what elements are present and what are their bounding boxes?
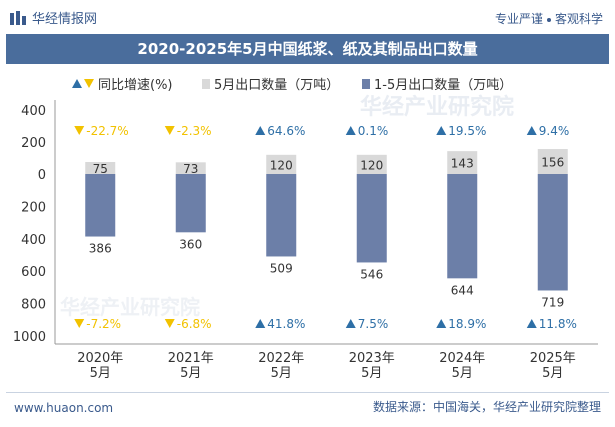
y-tick-label: 400 (21, 233, 46, 248)
x-tick-label: 2022年 (258, 351, 304, 366)
bar-may (175, 162, 206, 174)
growth-may-label: 9.4% (539, 124, 570, 138)
growth-may-down-icon (74, 126, 85, 135)
y-tick-label: 800 (21, 298, 46, 313)
brand-logo-icon (10, 10, 26, 25)
x-tick-label: 5月 (542, 366, 563, 381)
growth-ytd-down-icon (164, 319, 175, 328)
legend-label: 1-5月出口数量（万吨） (374, 78, 512, 93)
title-bar: 2020-2025年5月中国纸浆、纸及其制品出口数量 (6, 34, 609, 64)
x-tick-label: 5月 (90, 366, 111, 381)
footer-website: www.huaon.com (14, 401, 114, 415)
watermark-text: 华经产业研究院 (360, 94, 514, 120)
bar-ytd-value: 644 (451, 283, 474, 297)
x-tick-label: 2023年 (349, 351, 395, 366)
bar-may (537, 149, 568, 174)
top-bar: 华经情报网 专业严谨 客观科学 (0, 0, 615, 34)
growth-may-label: 0.1% (358, 124, 389, 138)
bar-may (85, 162, 116, 174)
legend-up-triangle-icon (72, 79, 82, 88)
bar-ytd (85, 174, 116, 237)
bar-may-value: 75 (93, 162, 108, 176)
watermark-text: 华经产业研究院 (60, 295, 200, 319)
slogan-right: 客观科学 (554, 12, 603, 26)
x-tick-label: 2025年 (530, 351, 576, 366)
legend-label: 5月出口数量（万吨） (214, 78, 339, 93)
footer-divider (6, 392, 609, 393)
bar-ytd-value: 546 (360, 267, 383, 281)
slogan-left: 专业严谨 (494, 12, 543, 26)
y-tick-label: 400 (21, 104, 46, 119)
y-tick-label: 0 (38, 168, 46, 183)
x-tick-label: 5月 (361, 366, 382, 381)
brand: 华经情报网 (10, 8, 97, 27)
bar-ytd (447, 174, 478, 279)
bar-ytd-value: 509 (270, 261, 293, 275)
bar-may-value: 120 (360, 158, 383, 172)
growth-may-label: -2.3% (177, 124, 212, 138)
bar-may (356, 154, 387, 174)
y-tick-label: 200 (21, 200, 46, 215)
growth-may-up-icon (345, 126, 356, 135)
legend-label: 同比增速(%) (98, 78, 173, 93)
x-tick-label: 5月 (180, 366, 201, 381)
slogan: 专业严谨 客观科学 (495, 10, 603, 27)
growth-may-up-icon (526, 126, 537, 135)
legend-swatch (202, 79, 210, 89)
bar-ytd-value: 386 (89, 242, 112, 256)
y-tick-label: 600 (21, 265, 46, 280)
growth-ytd-up-icon (526, 319, 537, 328)
bar-may-value: 73 (183, 162, 198, 176)
footer-source: 数据来源：中国海关，华经产业研究院整理 (372, 400, 601, 414)
chart-title: 2020-2025年5月中国纸浆、纸及其制品出口数量 (137, 40, 478, 58)
bar-ytd (356, 174, 387, 263)
x-tick-label: 2021年 (168, 351, 214, 366)
growth-may-down-icon (164, 126, 175, 135)
growth-ytd-label: 7.5% (358, 317, 389, 331)
bar-may-value: 156 (541, 156, 564, 170)
bar-ytd-value: 360 (179, 237, 202, 251)
growth-ytd-up-icon (255, 319, 266, 328)
growth-ytd-up-icon (345, 319, 356, 328)
bar-ytd (537, 174, 568, 291)
bar-may-value: 120 (270, 158, 293, 172)
bar-ytd (175, 174, 206, 233)
dot-separator (546, 17, 551, 22)
y-tick-label: 200 (21, 136, 46, 151)
growth-ytd-up-icon (436, 319, 447, 328)
growth-ytd-label: 11.8% (539, 317, 577, 331)
growth-ytd-label: -7.2% (86, 317, 121, 331)
x-tick-label: 2024年 (439, 351, 485, 366)
growth-ytd-label: 18.9% (448, 317, 486, 331)
growth-ytd-down-icon (74, 319, 85, 328)
growth-ytd-label: 41.8% (267, 317, 305, 331)
growth-may-up-icon (436, 126, 447, 135)
growth-may-up-icon (255, 126, 266, 135)
bar-may (266, 154, 297, 174)
brand-name: 华经情报网 (32, 12, 98, 27)
growth-may-label: -22.7% (86, 124, 128, 138)
y-tick-label: 1000 (13, 330, 46, 345)
growth-may-label: 64.6% (267, 124, 305, 138)
bar-may-value: 143 (451, 157, 474, 171)
chart-area: 同比增速(%) 5月出口数量（万吨） 1-5月出口数量（万吨） 400 200 0 200 4… (13, 78, 598, 381)
legend-down-triangle-icon (84, 79, 94, 88)
x-tick-label: 2020年 (77, 351, 123, 366)
growth-may-label: 19.5% (448, 124, 486, 138)
bar-ytd-value: 719 (541, 295, 564, 309)
growth-ytd-label: -6.8% (177, 317, 212, 331)
x-tick-label: 5月 (452, 366, 473, 381)
legend-swatch (362, 79, 370, 89)
x-tick-label: 5月 (271, 366, 292, 381)
bar-ytd (266, 174, 297, 257)
bar-may (447, 151, 478, 174)
